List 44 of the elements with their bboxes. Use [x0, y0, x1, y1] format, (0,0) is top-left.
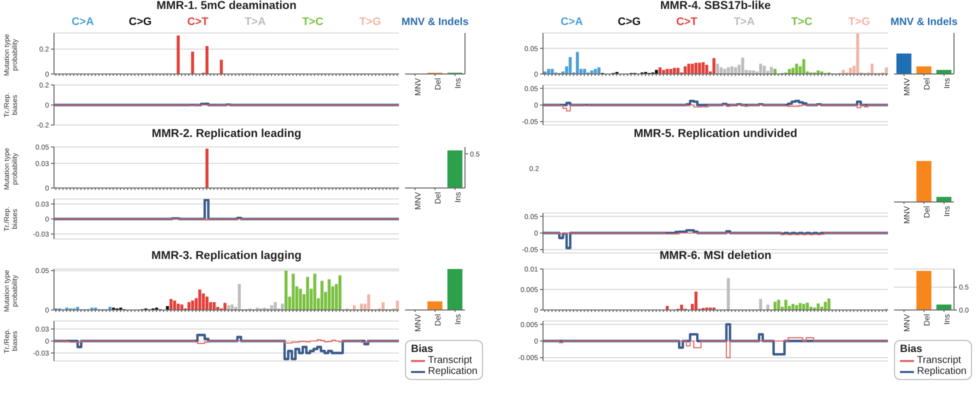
text: C>A — [70, 16, 95, 28]
text: T>C — [790, 16, 814, 28]
x-tick-label: MNV — [414, 191, 423, 210]
legend-label: Transcript — [917, 355, 962, 366]
text: C>G — [128, 16, 153, 28]
text: T>C — [301, 16, 324, 28]
chart-title: MNV & Indels — [400, 16, 470, 28]
legend-label: Transcript — [428, 355, 472, 366]
chart-title: MMR-2. Replication leading — [150, 128, 302, 140]
text: C>G — [616, 16, 642, 28]
text: T>A — [244, 16, 267, 28]
x-tick-label: Del — [434, 78, 443, 90]
text: C>T — [186, 16, 210, 28]
x-tick-label: MNV — [414, 77, 423, 96]
chart-title: MMR-3. Replication lagging — [150, 250, 303, 262]
x-tick-label: MNV — [902, 313, 912, 332]
chart-title: MMR-1. 5mC deamination — [156, 0, 298, 12]
text: C>T — [675, 16, 698, 28]
x-tick-label: Ins — [454, 192, 463, 203]
text: T>G — [847, 16, 872, 28]
x-tick-label: Del — [434, 314, 443, 326]
x-tick-label: Ins — [942, 78, 952, 89]
x-tick-label: Del — [922, 78, 932, 90]
x-tick-label: Ins — [454, 78, 463, 89]
legend-label: Replication — [917, 366, 966, 377]
x-tick-label: Del — [434, 192, 443, 204]
legend-label: Replication — [428, 366, 478, 377]
text: C>A — [560, 16, 584, 28]
chart-title: MMR-6. MSI deletion — [658, 250, 772, 262]
text: MMR-5. Replication undivided — [632, 128, 798, 140]
x-tick-label: Del — [922, 206, 932, 218]
x-tick-label: Ins — [942, 314, 952, 325]
x-tick-label: Del — [922, 314, 932, 326]
x-tick-label: MNV — [902, 77, 912, 96]
legend-title: Bias — [411, 343, 434, 355]
text: T>A — [732, 16, 756, 28]
x-tick-label: Ins — [454, 314, 463, 325]
chart-title: MNV & Indels — [889, 16, 959, 28]
x-tick-label: MNV — [414, 313, 423, 332]
chart-title: MMR-4. SBS17b-like — [659, 0, 772, 12]
x-tick-label: Ins — [942, 206, 952, 217]
text: T>G — [358, 16, 382, 28]
x-tick-label: MNV — [902, 205, 912, 224]
legend-title: Bias — [900, 343, 924, 355]
